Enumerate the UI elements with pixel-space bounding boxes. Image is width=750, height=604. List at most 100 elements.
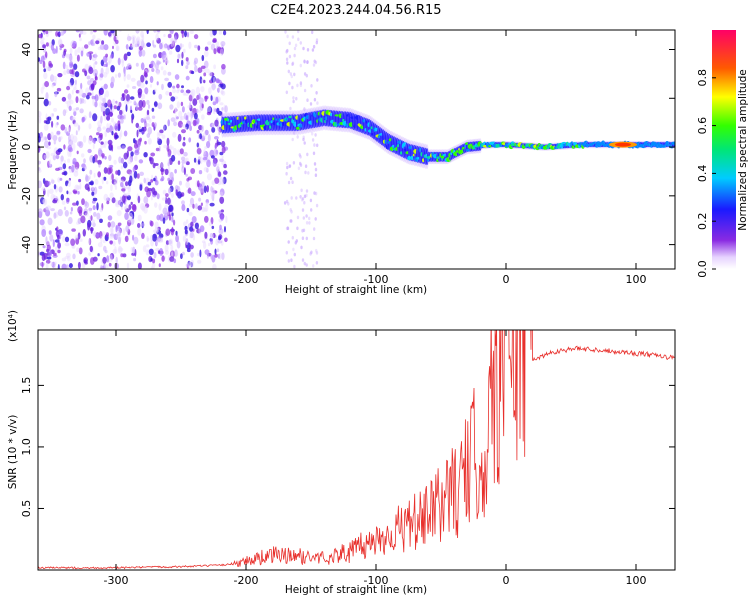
noise-cell — [75, 30, 80, 33]
noise-cell — [91, 38, 95, 46]
noise-cell — [165, 228, 171, 236]
noise-cell — [156, 60, 160, 66]
noise-cell — [100, 115, 103, 124]
noise-cell — [190, 168, 196, 174]
noise-cell — [74, 71, 80, 78]
noise-cell — [54, 239, 60, 243]
noise-cell — [111, 106, 115, 112]
noise-cell — [98, 185, 103, 190]
noise-cell — [185, 89, 191, 94]
noise-cell — [216, 166, 220, 173]
noise-cell — [285, 57, 289, 62]
signal-peak-core — [615, 142, 631, 147]
noise-cell — [56, 130, 61, 135]
noise-cell — [290, 258, 293, 263]
noise-cell — [192, 98, 198, 106]
noise-cell — [107, 60, 111, 66]
noise-cell — [158, 250, 161, 255]
noise-cell — [293, 72, 296, 77]
noise-cell — [65, 197, 70, 204]
noise-cell — [310, 208, 313, 212]
noise-cell — [113, 105, 117, 110]
noise-cell — [139, 137, 143, 142]
noise-cell — [60, 159, 63, 165]
noise-cell — [50, 261, 53, 267]
noise-cell — [192, 203, 195, 209]
noise-cell — [201, 54, 205, 62]
noise-cell — [68, 54, 74, 63]
noise-cell — [287, 259, 290, 263]
noise-cell — [64, 210, 69, 217]
noise-cell — [124, 235, 129, 243]
noise-cell — [192, 119, 197, 127]
noise-cell — [50, 208, 55, 212]
noise-cell — [93, 211, 97, 217]
noise-cell — [284, 30, 287, 34]
noise-cell — [99, 44, 105, 50]
noise-cell — [203, 72, 207, 77]
noise-cell — [201, 240, 206, 244]
noise-cell — [71, 116, 76, 121]
noise-cell — [48, 141, 51, 146]
noise-cell — [137, 88, 143, 96]
noise-cell — [213, 76, 216, 85]
noise-cell — [100, 236, 103, 244]
noise-cell — [218, 228, 224, 235]
noise-cell — [310, 250, 313, 255]
noise-cell — [98, 231, 103, 239]
noise-cell — [63, 144, 66, 150]
noise-cell — [108, 111, 114, 117]
noise-cell — [45, 51, 48, 58]
noise-cell — [96, 212, 101, 220]
noise-cell — [189, 231, 194, 239]
noise-cell — [146, 235, 149, 243]
noise-cell — [114, 177, 118, 185]
noise-cell — [132, 36, 135, 45]
noise-cell — [64, 64, 69, 70]
noise-cell — [93, 69, 98, 77]
noise-cell — [111, 144, 114, 152]
noise-cell — [205, 201, 209, 206]
noise-cell — [77, 141, 82, 147]
noise-cell — [119, 179, 125, 184]
noise-cell — [73, 190, 78, 195]
noise-cell — [98, 163, 101, 168]
noise-cell — [101, 40, 105, 45]
noise-cell — [110, 227, 114, 236]
noise-cell — [180, 253, 183, 260]
noise-cell — [219, 151, 224, 156]
noise-cell — [288, 81, 291, 86]
noise-cell — [166, 137, 170, 146]
noise-cell — [300, 198, 304, 202]
noise-cell — [89, 169, 93, 175]
noise-cell — [118, 247, 124, 252]
noise-cell — [315, 251, 319, 255]
snr-xtick-label: 0 — [503, 574, 510, 587]
snr-ytick-label: 0.5 — [20, 500, 33, 518]
noise-cell — [176, 101, 181, 109]
noise-cell — [42, 245, 46, 249]
noise-cell — [312, 63, 316, 67]
noise-cell — [108, 262, 112, 267]
noise-cell — [62, 163, 67, 170]
snr-xtick-label: -200 — [234, 574, 259, 587]
noise-cell — [307, 171, 310, 175]
noise-cell — [106, 167, 112, 175]
noise-cell — [38, 149, 41, 153]
noise-cell — [51, 75, 58, 82]
noise-cell — [84, 69, 88, 77]
noise-cell — [78, 88, 84, 97]
noise-cell — [186, 207, 190, 213]
noise-cell — [40, 55, 45, 62]
noise-cell — [300, 188, 303, 193]
noise-cell — [185, 65, 189, 70]
noise-cell — [181, 59, 184, 67]
noise-cell — [203, 150, 209, 159]
noise-cell — [160, 66, 164, 71]
noise-cell — [42, 44, 46, 49]
noise-cell — [118, 123, 121, 130]
noise-cell — [313, 97, 317, 102]
noise-cell — [128, 46, 133, 50]
noise-cell — [123, 161, 128, 169]
noise-cell — [127, 146, 133, 152]
